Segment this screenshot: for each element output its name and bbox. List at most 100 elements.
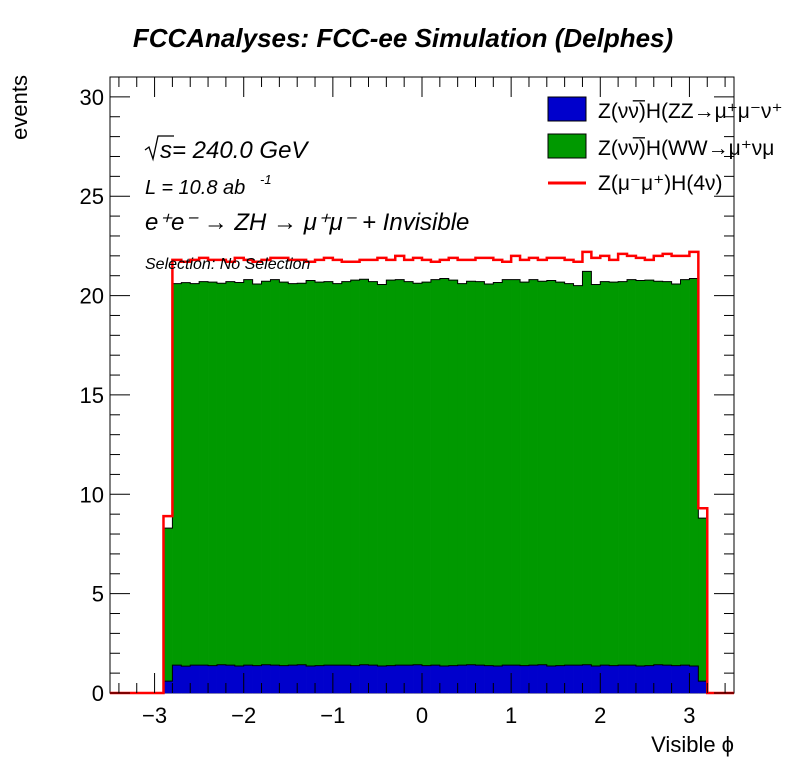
zz-bar	[350, 665, 360, 694]
ww-bar	[608, 281, 619, 666]
ww-bar	[546, 280, 556, 667]
zz-bar	[181, 665, 191, 694]
zz-bar	[216, 664, 227, 694]
zz-bar	[403, 664, 414, 694]
legend-label-ww: Z(νν̅)H(WW→μ⁺νμ	[598, 137, 774, 160]
ww-bar	[279, 281, 289, 666]
ww-bar	[653, 281, 663, 666]
ww-bar	[359, 279, 369, 666]
ww-bar	[323, 281, 334, 666]
zz-bar	[198, 664, 209, 694]
zz-bar	[608, 665, 619, 694]
zz-bar	[305, 665, 316, 694]
process-annotation: e⁺e⁻ → ZH → μ⁺μ⁻ + Invisible	[145, 209, 469, 236]
zz-bar	[243, 664, 253, 694]
zz-bar	[368, 664, 378, 694]
zz-bar	[332, 664, 343, 694]
ww-bar	[350, 279, 360, 666]
zz-bar	[617, 664, 628, 694]
zz-bar	[626, 664, 637, 694]
zz-bar	[172, 664, 182, 694]
zz-bar	[207, 665, 218, 694]
ww-bar	[216, 283, 227, 666]
ww-bar	[537, 281, 548, 666]
zz-bar	[341, 664, 351, 694]
zz-bar	[288, 664, 298, 694]
zz-bar	[412, 664, 423, 694]
legend-label-4nu: Z(μ⁻μ⁺)H(4ν)	[598, 172, 723, 195]
x-tick-label: 3	[683, 703, 695, 728]
ww-bar	[395, 279, 405, 666]
zz-bar	[537, 664, 548, 694]
lumi-exponent: -1	[260, 172, 272, 187]
zz-bar	[457, 664, 467, 694]
ww-bar	[635, 280, 646, 667]
zz-bar	[493, 665, 503, 694]
ww-bar	[582, 271, 592, 666]
zz-outline	[110, 664, 734, 694]
zz-bar	[314, 665, 325, 694]
zz-bar	[600, 664, 610, 694]
zz-bar	[189, 664, 200, 694]
ww-bar	[288, 283, 298, 666]
ww-bar	[662, 281, 672, 666]
x-tick-label: −3	[142, 703, 167, 728]
ww-bar	[261, 281, 271, 666]
ww-bar	[573, 285, 583, 666]
y-tick-label: 20	[80, 284, 104, 309]
zz-bar	[421, 665, 432, 694]
zz-bar	[234, 665, 244, 694]
ww-bar	[493, 282, 503, 667]
legend-swatch-zz	[547, 96, 587, 122]
ww-bar	[403, 281, 414, 666]
zz-bar	[501, 664, 512, 694]
ww-bar	[644, 279, 655, 666]
lumi-annotation: L = 10.8 ab -1	[145, 172, 272, 199]
zz-bar	[698, 680, 708, 694]
zz-bar	[680, 664, 690, 694]
ww-bar	[680, 279, 690, 666]
ww-bar	[528, 279, 539, 666]
zz-bar	[261, 664, 271, 694]
zz-bar	[252, 665, 262, 694]
ww-bar	[564, 283, 574, 666]
zz-bar	[510, 664, 521, 694]
ww-bar	[377, 284, 387, 667]
ww-bar	[617, 281, 628, 666]
x-tick-label: −1	[320, 703, 345, 728]
zz-bar	[653, 664, 663, 694]
ww-bar	[698, 517, 708, 682]
zz-bar	[386, 665, 396, 694]
x-tick-label: 2	[594, 703, 606, 728]
ww-bar	[466, 281, 476, 666]
ww-bar	[591, 284, 601, 667]
zz-bar	[430, 664, 441, 694]
zz-bar	[270, 664, 280, 694]
ww-bar	[198, 281, 209, 666]
ww-bar	[412, 283, 423, 666]
ww-bar	[243, 279, 253, 666]
zz-bar	[279, 665, 289, 694]
zz-bar	[555, 665, 565, 694]
sqrt-s-s: s	[160, 137, 172, 164]
zz-bar	[296, 664, 307, 694]
x-tick-label: 1	[505, 703, 517, 728]
ww-bar	[189, 283, 200, 666]
zz-bar	[475, 664, 485, 694]
ww-bar	[555, 281, 565, 666]
y-tick-label: 5	[92, 582, 104, 607]
zz-bar	[528, 664, 539, 694]
ww-bar	[600, 281, 610, 666]
lumi-text: L = 10.8 ab	[145, 177, 245, 199]
zz-bar	[644, 665, 655, 694]
zz-bar	[689, 665, 699, 694]
ww-bar	[448, 279, 458, 666]
zz-bar	[582, 664, 592, 694]
zz-bar	[448, 665, 458, 694]
zz-bar	[395, 664, 405, 694]
y-tick-label: 30	[80, 85, 104, 110]
ww-bar	[296, 283, 307, 666]
zz-bar	[635, 665, 646, 694]
zz-bar	[225, 664, 236, 694]
